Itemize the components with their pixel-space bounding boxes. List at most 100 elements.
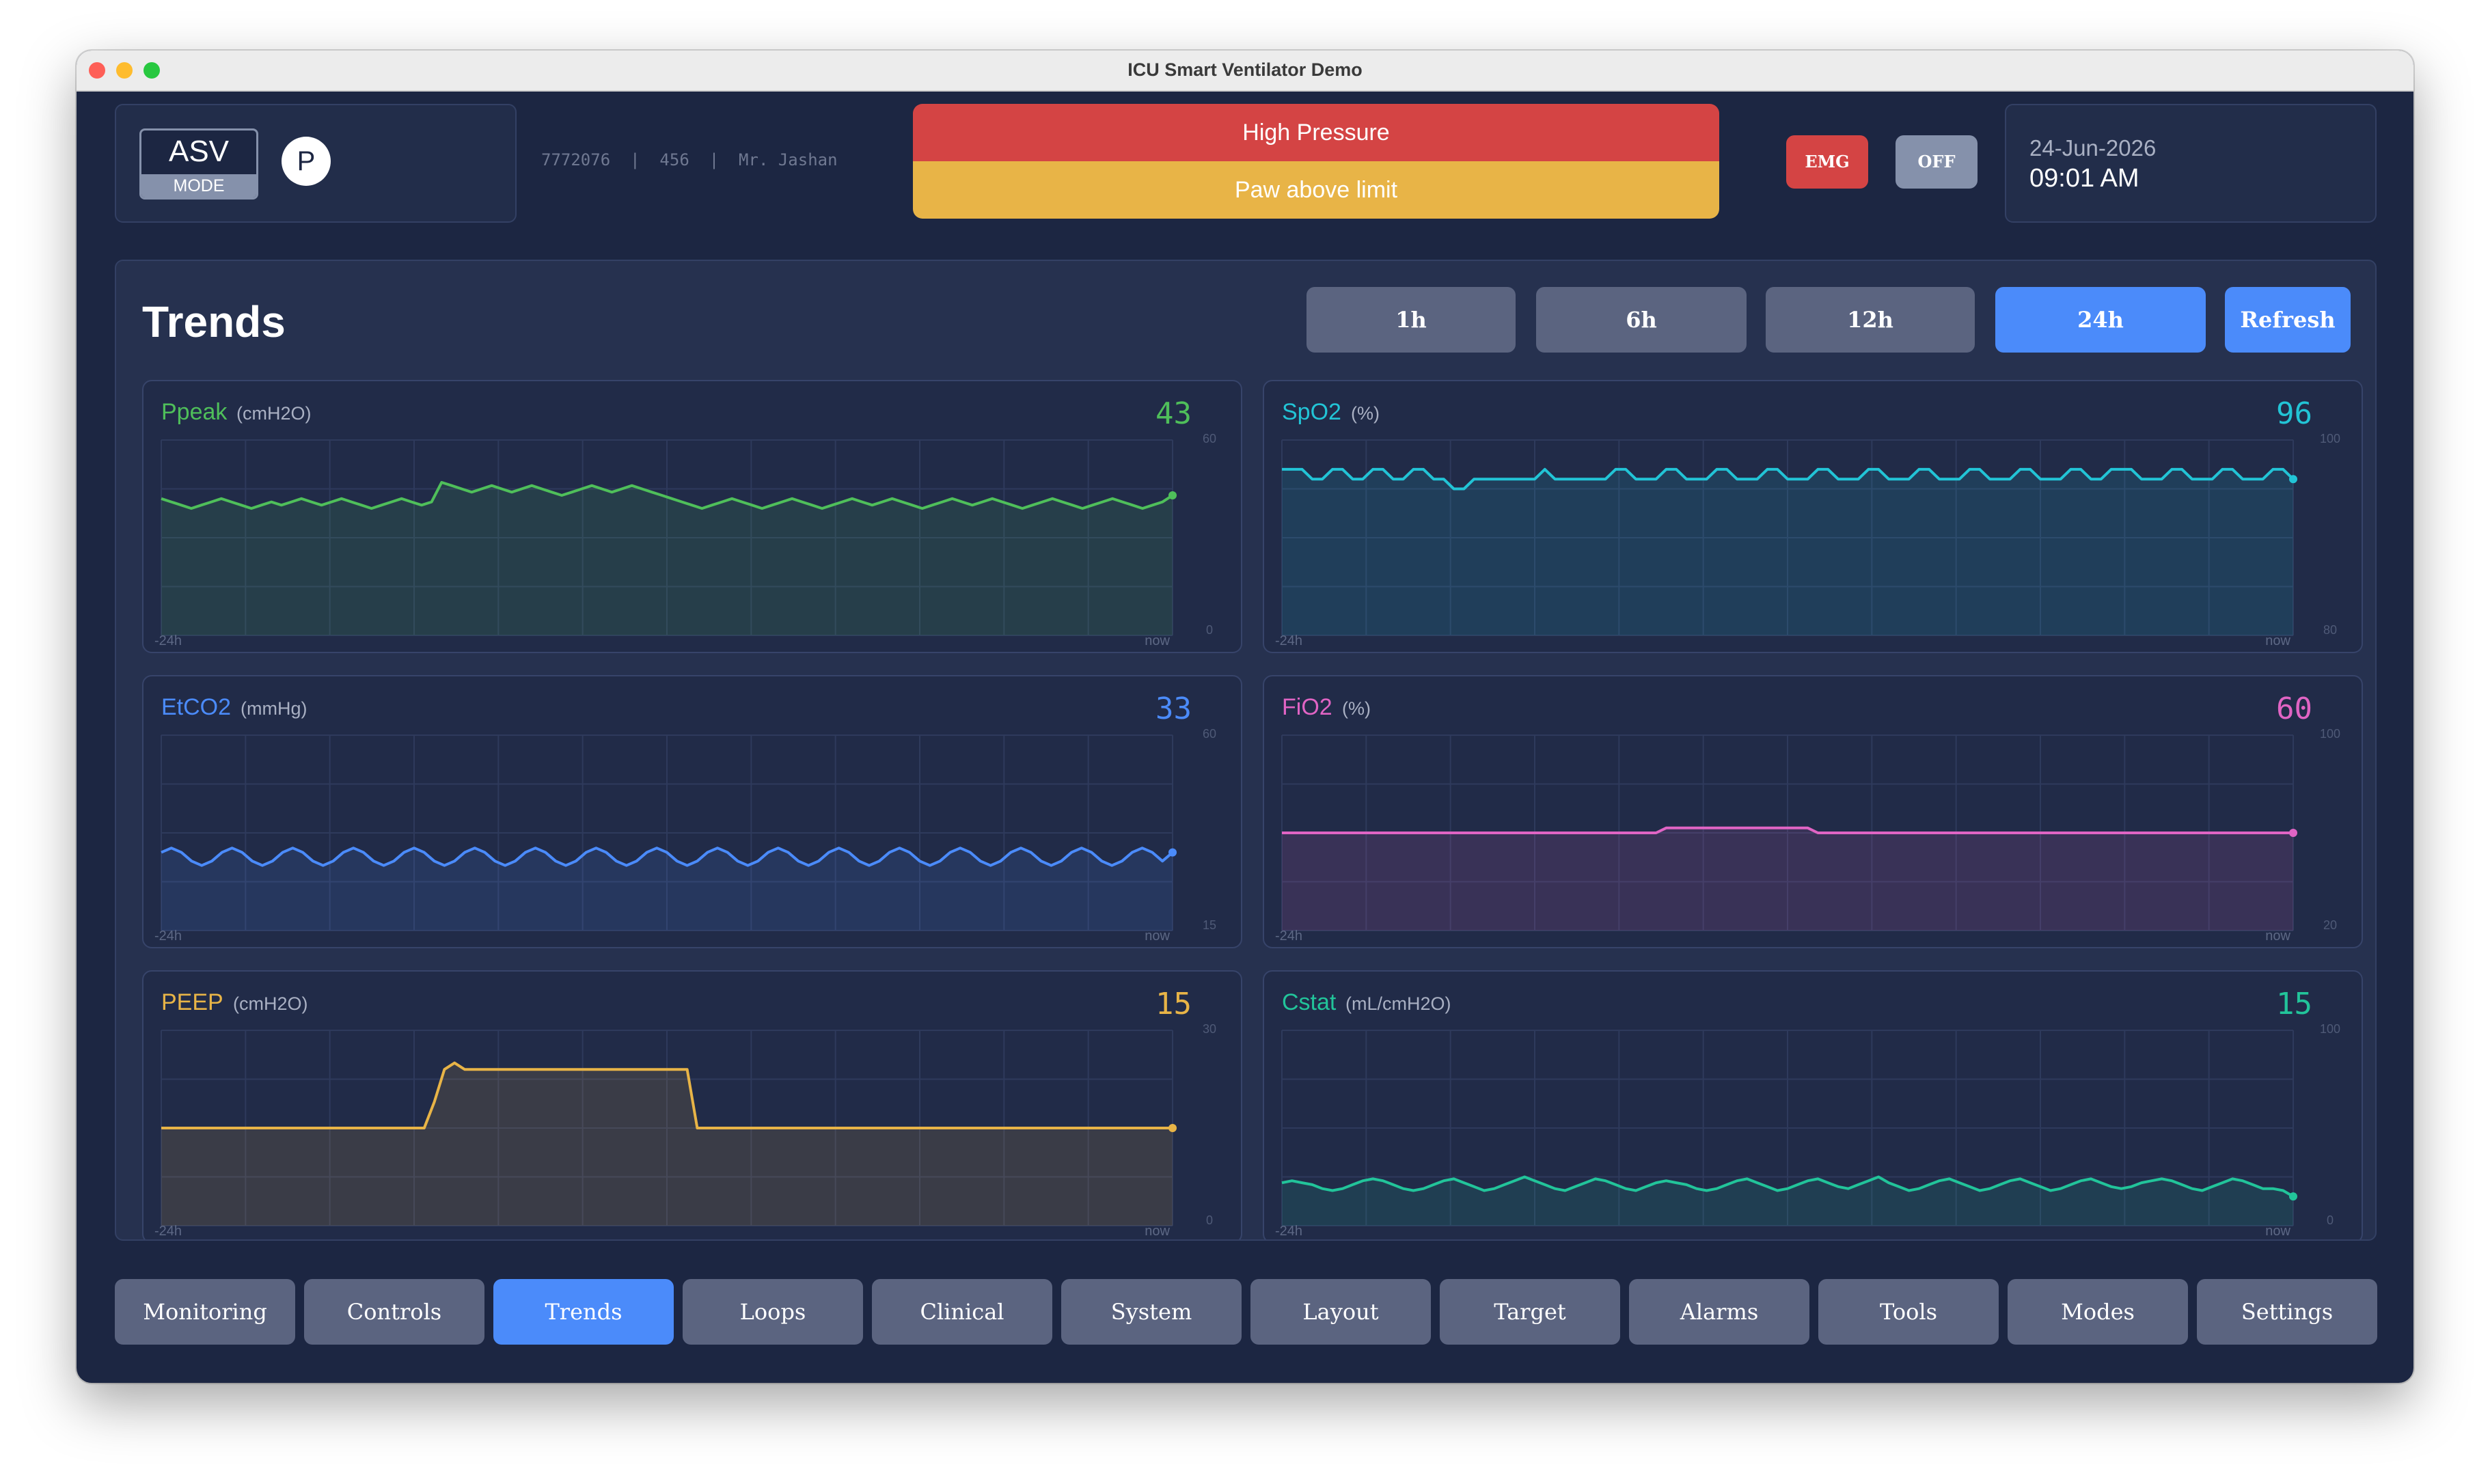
patient-type-badge[interactable]: P xyxy=(282,137,331,186)
chart-unit: (%) xyxy=(1351,403,1380,424)
chart-title: FiO2 xyxy=(1282,694,1332,720)
chart-title: Ppeak xyxy=(161,399,228,425)
x-tick-end: now xyxy=(1145,1224,1170,1239)
cstat-last-point xyxy=(2289,1192,2297,1201)
nav-clinical[interactable]: Clinical xyxy=(872,1279,1052,1345)
nav-alarms[interactable]: Alarms xyxy=(1629,1279,1809,1345)
mode-label: MODE xyxy=(141,174,256,197)
y-tick-max: 60 xyxy=(1203,727,1216,741)
separator: | xyxy=(709,150,720,169)
chart-current-value: 33 xyxy=(1155,691,1192,726)
y-tick-max: 30 xyxy=(1203,1022,1216,1036)
chart-card-etco2[interactable]: 60 15 -24h now EtCO2 (mmHg) 33 xyxy=(142,675,1242,948)
y-tick-min: 0 xyxy=(1206,1213,1213,1227)
x-tick-end: now xyxy=(1145,929,1170,944)
x-tick-start: -24h xyxy=(1275,633,1302,648)
zoom-window-button[interactable] xyxy=(143,62,160,79)
trends-panel: Trends 1h 6h 12h 24h Refresh 60 0 -24h now … xyxy=(115,260,2377,1241)
range-24h-button[interactable]: 24h xyxy=(1995,287,2206,353)
ppeak-chart: 60 0 -24h now xyxy=(154,432,1216,648)
bed-number: 456 xyxy=(659,150,689,169)
ppeak-last-point xyxy=(1168,491,1177,500)
cstat-area xyxy=(1282,1177,2293,1226)
nav-monitoring[interactable]: Monitoring xyxy=(115,1279,295,1345)
nav-loops[interactable]: Loops xyxy=(683,1279,863,1345)
chart-card-fio2[interactable]: 100 20 -24h now FiO2 (%) 60 xyxy=(1263,675,2363,948)
chart-card-ppeak[interactable]: 60 0 -24h now Ppeak (cmH2O) 43 xyxy=(142,380,1242,653)
chart-title: PEEP xyxy=(161,989,223,1015)
nav-system[interactable]: System xyxy=(1061,1279,1242,1345)
range-12h-button[interactable]: 12h xyxy=(1766,287,1975,353)
spo2-series-line xyxy=(1282,467,2295,491)
nav-modes[interactable]: Modes xyxy=(2008,1279,2188,1345)
peep-area xyxy=(161,1062,1173,1226)
x-tick-start: -24h xyxy=(1275,929,1302,944)
mode-indicator[interactable]: ASV MODE xyxy=(139,128,258,200)
y-tick-min: 80 xyxy=(2323,623,2337,637)
fio2-area xyxy=(1282,827,2293,931)
alarm-detail[interactable]: Paw above limit xyxy=(913,161,1719,219)
range-1h-button[interactable]: 1h xyxy=(1306,287,1516,353)
refresh-button[interactable]: Refresh xyxy=(2225,287,2351,353)
chart-unit: (cmH2O) xyxy=(233,993,308,1014)
cstat-chart: 100 0 -24h now xyxy=(1275,1022,2340,1239)
title-bar: ICU Smart Ventilator Demo xyxy=(77,51,2413,92)
chart-card-spo2[interactable]: 100 80 -24h now SpO2 (%) 96 xyxy=(1263,380,2363,653)
fio2-last-point xyxy=(2289,829,2297,837)
fio2-chart: 100 20 -24h now xyxy=(1275,727,2340,944)
chart-title: EtCO2 xyxy=(161,694,232,720)
x-tick-start: -24h xyxy=(154,1224,182,1239)
alarm-title[interactable]: High Pressure xyxy=(913,104,1719,161)
date-display: 24-Jun-2026 xyxy=(2029,135,2157,161)
etco2-last-point xyxy=(1168,848,1177,857)
minimize-window-button[interactable] xyxy=(116,62,133,79)
patient-name: Mr. Jashan xyxy=(739,150,838,169)
peep-chart: 30 0 -24h now xyxy=(154,1022,1216,1239)
patient-info: 7772076 | 456 | Mr. Jashan xyxy=(541,150,838,169)
nav-layout[interactable]: Layout xyxy=(1250,1279,1431,1345)
etco2-area xyxy=(161,848,1173,931)
chart-current-value: 60 xyxy=(2276,691,2312,726)
chart-title: Cstat xyxy=(1282,989,1337,1015)
etco2-series-line xyxy=(161,847,1174,867)
nav-controls[interactable]: Controls xyxy=(304,1279,484,1345)
datetime-panel: 24-Jun-2026 09:01 AM xyxy=(2005,104,2377,223)
peep-last-point xyxy=(1168,1124,1177,1132)
range-6h-button[interactable]: 6h xyxy=(1536,287,1747,353)
y-tick-max: 100 xyxy=(2320,1022,2340,1036)
chart-current-value: 43 xyxy=(1155,396,1192,431)
ppeak-series-line xyxy=(161,481,1174,510)
chart-unit: (%) xyxy=(1342,698,1371,719)
x-tick-end: now xyxy=(2265,633,2290,648)
x-tick-start: -24h xyxy=(154,929,182,944)
time-display: 09:01 AM xyxy=(2029,164,2139,193)
separator: | xyxy=(630,150,640,169)
y-tick-min: 0 xyxy=(2327,1213,2334,1227)
close-window-button[interactable] xyxy=(89,62,105,79)
mode-panel: ASV MODE P xyxy=(115,104,517,223)
y-tick-min: 0 xyxy=(1206,623,1213,637)
cstat-series-line xyxy=(1281,1175,2295,1198)
etco2-chart: 60 15 -24h now xyxy=(154,727,1216,944)
spo2-area xyxy=(1282,469,2293,635)
nav-target[interactable]: Target xyxy=(1440,1279,1620,1345)
chart-unit: (mL/cmH2O) xyxy=(1345,993,1451,1014)
chart-card-cstat[interactable]: 100 0 -24h now Cstat (mL/cmH2O) 15 xyxy=(1263,970,2363,1239)
emergency-button[interactable]: EMG xyxy=(1786,135,1868,189)
chart-title: SpO2 xyxy=(1282,399,1341,425)
spo2-last-point xyxy=(2289,475,2297,484)
nav-settings[interactable]: Settings xyxy=(2197,1279,2377,1345)
y-tick-min: 20 xyxy=(2323,918,2337,932)
x-tick-start: -24h xyxy=(154,633,182,648)
chart-card-peep[interactable]: 30 0 -24h now PEEP (cmH2O) 15 xyxy=(142,970,1242,1239)
chart-unit: (mmHg) xyxy=(241,698,307,719)
spo2-chart: 100 80 -24h now xyxy=(1275,432,2340,648)
x-tick-start: -24h xyxy=(1275,1224,1302,1239)
chart-current-value: 96 xyxy=(2276,396,2312,431)
nav-tools[interactable]: Tools xyxy=(1818,1279,1999,1345)
y-tick-max: 100 xyxy=(2320,432,2340,445)
off-button[interactable]: OFF xyxy=(1896,135,1978,189)
x-tick-end: now xyxy=(1145,633,1170,648)
nav-trends[interactable]: Trends xyxy=(493,1279,674,1345)
mode-name: ASV xyxy=(168,135,230,168)
